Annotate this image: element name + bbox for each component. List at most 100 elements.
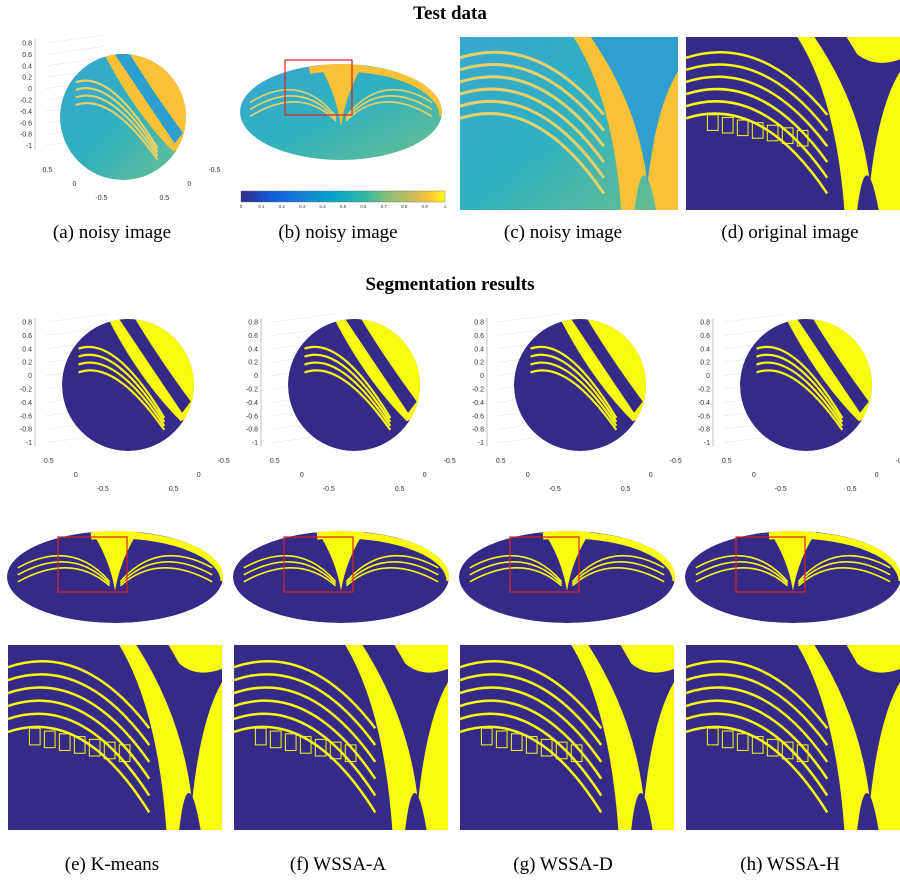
axis-grid bbox=[724, 314, 786, 322]
z-tick-label: -0.2 bbox=[472, 387, 484, 394]
z-tick-label: 0.6 bbox=[700, 333, 710, 340]
z-tick-label: 0.2 bbox=[474, 360, 484, 367]
z-tick-label: 0.2 bbox=[22, 360, 32, 367]
sphere bbox=[514, 312, 653, 451]
z-tick-label: -0.2 bbox=[246, 387, 258, 394]
caption: (h) WSSA-H bbox=[740, 854, 840, 875]
y-tick-label: 0 bbox=[423, 472, 427, 479]
y-tick-label: -0.5 bbox=[670, 458, 682, 465]
z-tick-label: -0.2 bbox=[698, 387, 710, 394]
projection bbox=[458, 531, 676, 627]
axis-grid bbox=[498, 314, 560, 322]
colorbar-tick-label: 1 bbox=[444, 204, 447, 209]
zoom-panel bbox=[460, 37, 678, 210]
z-tick-label: -0.8 bbox=[20, 132, 32, 139]
y-tick-label: -0.5 bbox=[896, 458, 900, 465]
sphere bbox=[288, 312, 427, 451]
x-tick-label: 0 bbox=[752, 472, 756, 479]
z-tick-label: 0.4 bbox=[22, 346, 32, 353]
z-tick-label: 0.4 bbox=[700, 346, 710, 353]
x-tick-label: -0.5 bbox=[323, 486, 335, 493]
z-tick-label: 0 bbox=[28, 373, 32, 380]
z-tick-label: 0.6 bbox=[22, 333, 32, 340]
axis-grid bbox=[46, 35, 104, 43]
sphere bbox=[60, 48, 192, 180]
sphere-plot: 0.80.60.40.20-0.2-0.4-0.6-0.8-10.50-0.5-… bbox=[698, 312, 900, 493]
colorbar-tick-label: 0.2 bbox=[279, 204, 286, 209]
y-tick-label: 0 bbox=[187, 181, 191, 188]
y-tick-label: 0.5 bbox=[847, 486, 857, 493]
sphere-plot: 0.80.60.40.20-0.2-0.4-0.6-0.8-10.50-0.5-… bbox=[246, 312, 456, 493]
x-tick-label: -0.5 bbox=[775, 486, 787, 493]
y-tick-label: -0.5 bbox=[208, 167, 220, 174]
z-tick-label: 0 bbox=[480, 373, 484, 380]
colorbar-tick-label: 0 bbox=[240, 204, 243, 209]
z-tick-label: -1 bbox=[26, 143, 32, 150]
z-tick-label: 0.4 bbox=[248, 346, 258, 353]
z-tick-label: -0.6 bbox=[246, 413, 258, 420]
zoom-panel bbox=[234, 645, 448, 830]
sphere-plot: 0.80.60.40.20-0.2-0.4-0.6-0.8-10.50-0.5-… bbox=[472, 312, 682, 493]
x-tick-label: -0.5 bbox=[97, 486, 109, 493]
x-tick-label: -0.5 bbox=[95, 195, 107, 202]
x-tick-label: 0.5 bbox=[722, 458, 732, 465]
x-tick-label: -0.5 bbox=[549, 486, 561, 493]
caption: (b) noisy image bbox=[278, 222, 397, 243]
z-tick-label: -1 bbox=[252, 440, 258, 447]
sphere bbox=[740, 312, 879, 451]
x-tick-label: 0.5 bbox=[43, 167, 53, 174]
z-tick-label: 0 bbox=[28, 86, 32, 93]
zoom-panel bbox=[686, 37, 900, 210]
z-tick-label: -0.6 bbox=[20, 413, 32, 420]
y-tick-label: 0.5 bbox=[169, 486, 179, 493]
y-tick-label: 0.5 bbox=[159, 195, 169, 202]
z-tick-label: -0.2 bbox=[20, 387, 32, 394]
colorbar-tick-label: 0.3 bbox=[299, 204, 306, 209]
section-title: Test data bbox=[413, 3, 487, 24]
z-tick-label: 0.2 bbox=[22, 75, 32, 82]
projection bbox=[6, 531, 224, 627]
z-tick-label: -0.6 bbox=[472, 413, 484, 420]
colorbar-tick-label: 0.1 bbox=[258, 204, 265, 209]
z-tick-label: -0.4 bbox=[20, 400, 32, 407]
y-tick-label: 0.5 bbox=[395, 486, 405, 493]
caption: (d) original image bbox=[721, 222, 858, 243]
y-tick-label: 0 bbox=[875, 472, 879, 479]
zoom-panel bbox=[460, 645, 674, 830]
z-tick-label: -0.6 bbox=[698, 413, 710, 420]
x-tick-label: 0 bbox=[74, 472, 78, 479]
y-tick-label: 0 bbox=[197, 472, 201, 479]
z-tick-label: 0.6 bbox=[474, 333, 484, 340]
x-tick-label: 0.5 bbox=[270, 458, 280, 465]
y-tick-label: 0 bbox=[649, 472, 653, 479]
section-title: Segmentation results bbox=[365, 274, 534, 295]
z-tick-label: 0.2 bbox=[248, 360, 258, 367]
z-tick-label: -0.8 bbox=[246, 427, 258, 434]
z-tick-label: 0 bbox=[706, 373, 710, 380]
sphere bbox=[62, 312, 201, 451]
z-tick-label: -0.8 bbox=[698, 427, 710, 434]
colorbar-tick-label: 0.6 bbox=[360, 204, 367, 209]
z-tick-label: 0.2 bbox=[700, 360, 710, 367]
x-tick-label: 0.5 bbox=[496, 458, 506, 465]
z-tick-label: -0.8 bbox=[472, 427, 484, 434]
zoom-panel bbox=[8, 645, 222, 830]
projection bbox=[232, 531, 450, 627]
z-tick-label: -0.6 bbox=[20, 120, 32, 127]
sphere-plot: 0.80.60.40.20-0.2-0.4-0.6-0.8-10.50-0.5-… bbox=[20, 312, 230, 493]
z-tick-label: 0.8 bbox=[22, 320, 32, 327]
z-tick-label: -0.4 bbox=[698, 400, 710, 407]
projection bbox=[684, 531, 900, 627]
axis-grid bbox=[272, 314, 334, 322]
x-tick-label: 0 bbox=[72, 181, 76, 188]
z-tick-label: 0.8 bbox=[474, 320, 484, 327]
caption: (a) noisy image bbox=[53, 222, 171, 243]
z-tick-label: -0.8 bbox=[20, 427, 32, 434]
z-tick-label: 0.8 bbox=[248, 320, 258, 327]
page: {"sections": {"test_data": "Test data", … bbox=[0, 0, 900, 888]
y-tick-label: -0.5 bbox=[218, 458, 230, 465]
caption: (c) noisy image bbox=[504, 222, 622, 243]
z-tick-label: 0.6 bbox=[248, 333, 258, 340]
y-tick-label: -0.5 bbox=[444, 458, 456, 465]
caption: (f) WSSA-A bbox=[290, 854, 387, 875]
